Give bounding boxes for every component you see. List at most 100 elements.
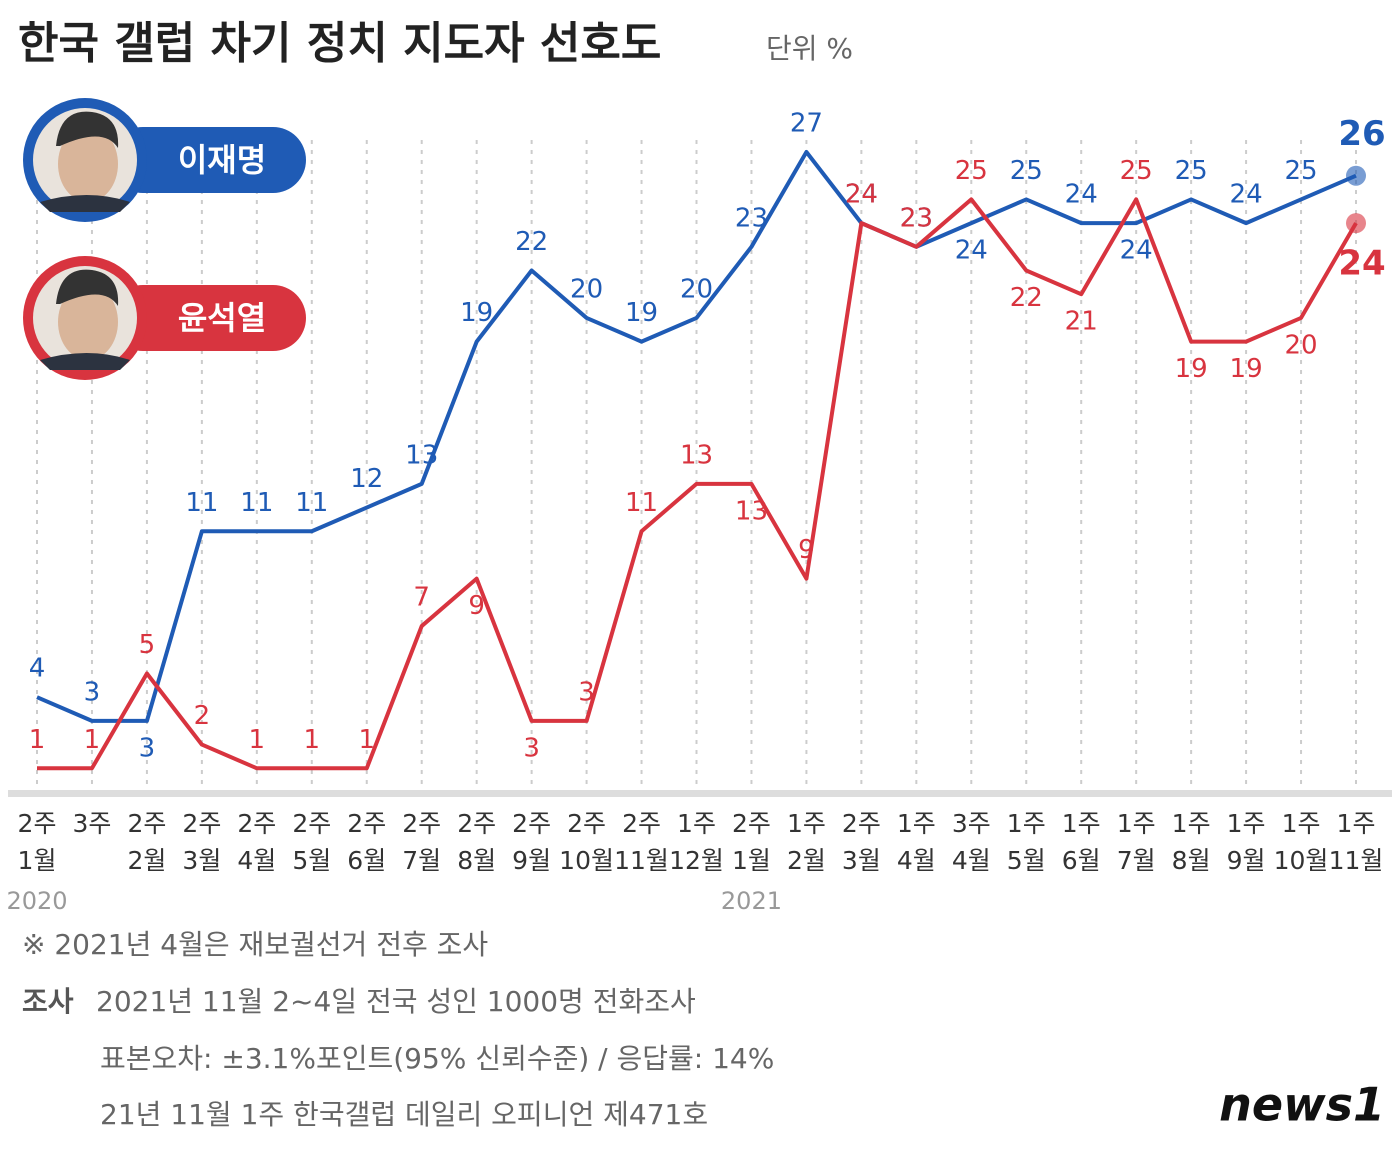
value-label: 24 — [1120, 236, 1153, 266]
x-tick-label: 10월 — [1274, 846, 1329, 875]
value-label: 9 — [798, 535, 815, 565]
value-label: 9 — [468, 591, 485, 621]
value-label: 1 — [358, 725, 375, 755]
x-tick-label: 11월 — [1329, 846, 1384, 875]
x-tick-label: 11월 — [614, 846, 669, 875]
value-label: 4 — [29, 654, 46, 684]
value-label: 1 — [249, 725, 266, 755]
x-tick-label: 2월 — [787, 846, 826, 875]
legend-pill — [110, 285, 306, 351]
value-label: 25 — [1010, 156, 1043, 186]
value-label: 19 — [625, 298, 658, 328]
end-marker — [1346, 165, 1366, 186]
value-label: 13 — [680, 440, 713, 470]
x-tick-label: 12월 — [669, 846, 724, 875]
value-label: 2 — [194, 701, 211, 731]
x-tick-label: 1주 — [1172, 809, 1211, 838]
x-tick-label: 2주 — [512, 809, 551, 838]
value-label: 23 — [900, 203, 933, 233]
value-label: 13 — [735, 496, 768, 526]
value-label: 3 — [139, 733, 156, 763]
value-label: 5 — [139, 630, 156, 660]
x-tick-label: 1주 — [677, 809, 716, 838]
value-label: 1 — [29, 725, 46, 755]
year-label: 2021 — [721, 887, 782, 915]
x-tick-label: 1주 — [897, 809, 936, 838]
x-tick-label: 7월 — [1117, 846, 1156, 875]
value-label: 11 — [185, 488, 218, 518]
note: ※ 2021년 4월은 재보궐선거 전후 조사 — [22, 928, 488, 961]
series-line — [37, 197, 1358, 771]
value-label: 22 — [1010, 283, 1043, 313]
value-label: 19 — [1175, 354, 1208, 384]
legend-label: 윤석열 — [178, 299, 266, 337]
legend-photo-hair — [56, 111, 119, 148]
value-label: 1 — [304, 725, 321, 755]
value-label: 23 — [900, 203, 933, 233]
x-tick-label: 2주 — [622, 809, 661, 838]
x-tick-label: 1주 — [1227, 809, 1266, 838]
source-line: 표본오차: ±3.1%포인트(95% 신뢰수준) / 응답률: 14% — [100, 1042, 774, 1075]
x-tick-label: 5월 — [1007, 846, 1046, 875]
x-tick-label: 4월 — [897, 846, 936, 875]
source-label: 조사 — [22, 985, 74, 1018]
value-label: 20 — [570, 274, 603, 304]
x-tick-label: 8월 — [457, 846, 496, 875]
value-label: 11 — [295, 488, 328, 518]
x-tick-label: 1주 — [1117, 809, 1156, 838]
legend-photo-face — [58, 126, 118, 202]
x-tick-label: 2월 — [127, 846, 166, 875]
legend-photo-face — [58, 284, 118, 360]
value-label: 20 — [680, 274, 713, 304]
value-label: 21 — [1065, 307, 1098, 337]
x-tick-label: 6월 — [347, 846, 386, 875]
value-label: 26 — [1338, 114, 1385, 154]
x-tick-label: 1월 — [732, 846, 771, 875]
chart-title: 한국 갤럽 차기 정치 지도자 선호도 — [18, 18, 661, 69]
x-tick-label: 4월 — [237, 846, 276, 875]
legend-label: 이재명 — [178, 141, 266, 179]
x-tick-label: 1주 — [1337, 809, 1376, 838]
x-tick-label: 2주 — [567, 809, 606, 838]
x-tick-label: 2주 — [237, 809, 276, 838]
x-tick-label: 9월 — [1227, 846, 1266, 875]
value-label: 25 — [1175, 156, 1208, 186]
value-label: 24 — [1065, 180, 1098, 210]
value-label: 12 — [350, 464, 383, 494]
value-label: 7 — [413, 583, 430, 613]
value-label: 24 — [845, 180, 878, 210]
x-tick-label: 2주 — [182, 809, 221, 838]
source-line: 2021년 11월 2~4일 전국 성인 1000명 전화조사 — [96, 985, 696, 1018]
legend-photo-hair — [56, 269, 119, 306]
value-label: 22 — [515, 227, 548, 257]
value-label: 25 — [955, 156, 988, 186]
value-label: 19 — [460, 298, 493, 328]
legend-photo-suit — [40, 195, 130, 212]
value-label: 13 — [405, 440, 438, 470]
x-tick-label: 5월 — [292, 846, 331, 875]
x-tick-label: 1주 — [787, 809, 826, 838]
x-tick-label: 2주 — [18, 809, 57, 838]
x-tick-label: 1월 — [18, 846, 57, 875]
x-tick-label: 2주 — [457, 809, 496, 838]
x-tick-label: 2주 — [732, 809, 771, 838]
x-tick-label: 2주 — [292, 809, 331, 838]
x-tick-label: 4월 — [952, 846, 991, 875]
value-label: 24 — [845, 180, 878, 210]
value-label: 3 — [84, 677, 101, 707]
end-marker — [1346, 213, 1366, 234]
source-line: 21년 11월 1주 한국갤럽 데일리 오피니언 제471호 — [100, 1098, 708, 1131]
x-tick-label: 10월 — [559, 846, 614, 875]
x-tick-label: 1주 — [1007, 809, 1046, 838]
x-axis — [8, 790, 1392, 797]
logo: news1 — [1219, 1078, 1385, 1132]
value-label: 11 — [240, 488, 273, 518]
value-label: 3 — [578, 677, 595, 707]
x-tick-label: 8월 — [1172, 846, 1211, 875]
x-tick-label: 9월 — [512, 846, 551, 875]
value-label: 25 — [1284, 156, 1317, 186]
x-tick-label: 3월 — [842, 846, 881, 875]
value-label: 25 — [1120, 156, 1153, 186]
